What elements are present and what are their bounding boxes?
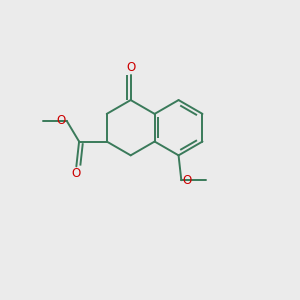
Text: O: O — [182, 174, 192, 187]
Text: O: O — [72, 167, 81, 180]
Text: O: O — [126, 61, 135, 74]
Text: O: O — [56, 114, 66, 127]
